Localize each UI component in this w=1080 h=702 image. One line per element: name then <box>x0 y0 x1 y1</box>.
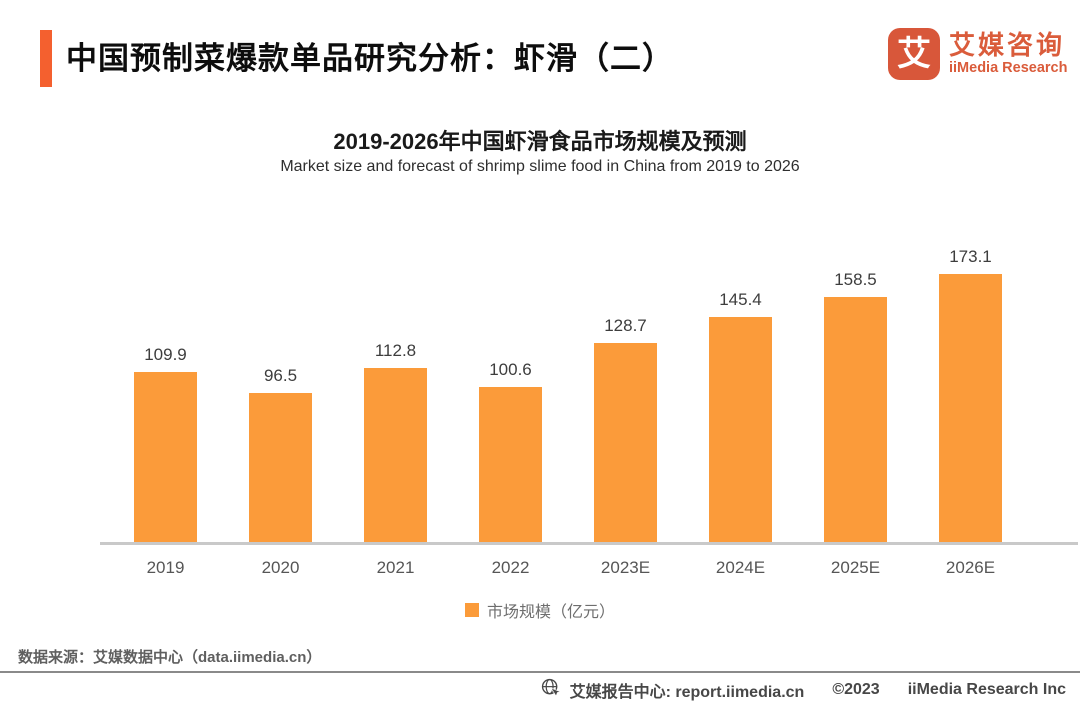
iimedia-logo-icon: 艾 <box>888 28 940 80</box>
x-axis-label: 2026E <box>945 558 996 577</box>
bar-column: 173.1 <box>913 248 1028 543</box>
bar-column: 100.6 <box>453 361 568 543</box>
page-title: 中国预制菜爆款单品研究分析：虾滑（二） <box>66 41 674 76</box>
title-accent-bar <box>40 30 52 87</box>
bar-value-label: 112.8 <box>374 341 417 360</box>
logo-glyph: 艾 <box>897 35 931 73</box>
brand-logo: 艾 艾媒咨询 iiMedia Research <box>888 28 1067 80</box>
chart-subtitle: Market size and forecast of shrimp slime… <box>280 158 800 175</box>
x-axis-line <box>100 542 1078 545</box>
bar-plot: 109.9 96.5 112.8 100.6 128.7 145.4 158.5 173.1 <box>108 232 1028 543</box>
logo-text: 艾媒咨询 iiMedia Research <box>949 31 1067 77</box>
bar-column: 96.5 <box>223 367 338 543</box>
x-axis-label: 2019 <box>146 558 185 577</box>
x-axis-label: 2024E <box>715 558 766 577</box>
bar-value-label: 145.4 <box>719 290 762 309</box>
bar-value-label: 100.6 <box>489 360 532 379</box>
x-axis-label: 2021 <box>376 558 415 577</box>
footer-divider <box>0 671 1080 673</box>
bar <box>249 393 312 543</box>
data-source-note: 数据来源：艾媒数据中心（data.iimedia.cn） <box>18 649 322 666</box>
x-axis-label: 2025E <box>830 558 881 577</box>
bar-value-label: 109.9 <box>144 345 187 364</box>
bar-column: 145.4 <box>683 291 798 543</box>
bar-value-label: 173.1 <box>949 247 992 266</box>
bar <box>364 368 427 543</box>
chart-title: 2019-2026年中国虾滑食品市场规模及预测 <box>333 129 747 154</box>
bar-value-label: 96.5 <box>263 366 298 385</box>
bar <box>594 343 657 543</box>
bar-column: 112.8 <box>338 342 453 543</box>
logo-name-cn: 艾媒咨询 <box>949 30 1066 60</box>
bar <box>479 387 542 543</box>
bar-column: 158.5 <box>798 271 913 543</box>
bar <box>824 297 887 543</box>
x-axis-label: 2023E <box>600 558 651 577</box>
copyright-text: ©2023 <box>832 681 880 698</box>
report-center-text: 艾媒报告中心: report.iimedia.cn <box>569 684 805 701</box>
bar <box>134 372 197 543</box>
logo-name-en: iiMedia Research <box>949 59 1068 76</box>
bar-value-label: 158.5 <box>834 270 877 289</box>
bar-value-label: 128.7 <box>604 316 647 335</box>
bar-column: 128.7 <box>568 317 683 543</box>
globe-cursor-icon <box>541 678 562 702</box>
legend-swatch <box>464 603 479 617</box>
x-axis-label: 2020 <box>261 558 300 577</box>
x-axis-label: 2022 <box>491 558 530 577</box>
legend: 市场规模（亿元） <box>0 598 1080 622</box>
legend-label: 市场规模（亿元） <box>486 604 615 621</box>
company-text: iiMedia Research Inc <box>907 681 1066 698</box>
x-axis-labels: 2019 2020 2021 2022 2023E 2024E 2025E 2026E <box>108 558 1028 578</box>
footer-info: 艾媒报告中心: report.iimedia.cn ©2023 iiMedia … <box>541 678 1066 702</box>
bar-column: 109.9 <box>108 346 223 543</box>
bar <box>939 274 1002 543</box>
bar <box>709 317 772 543</box>
